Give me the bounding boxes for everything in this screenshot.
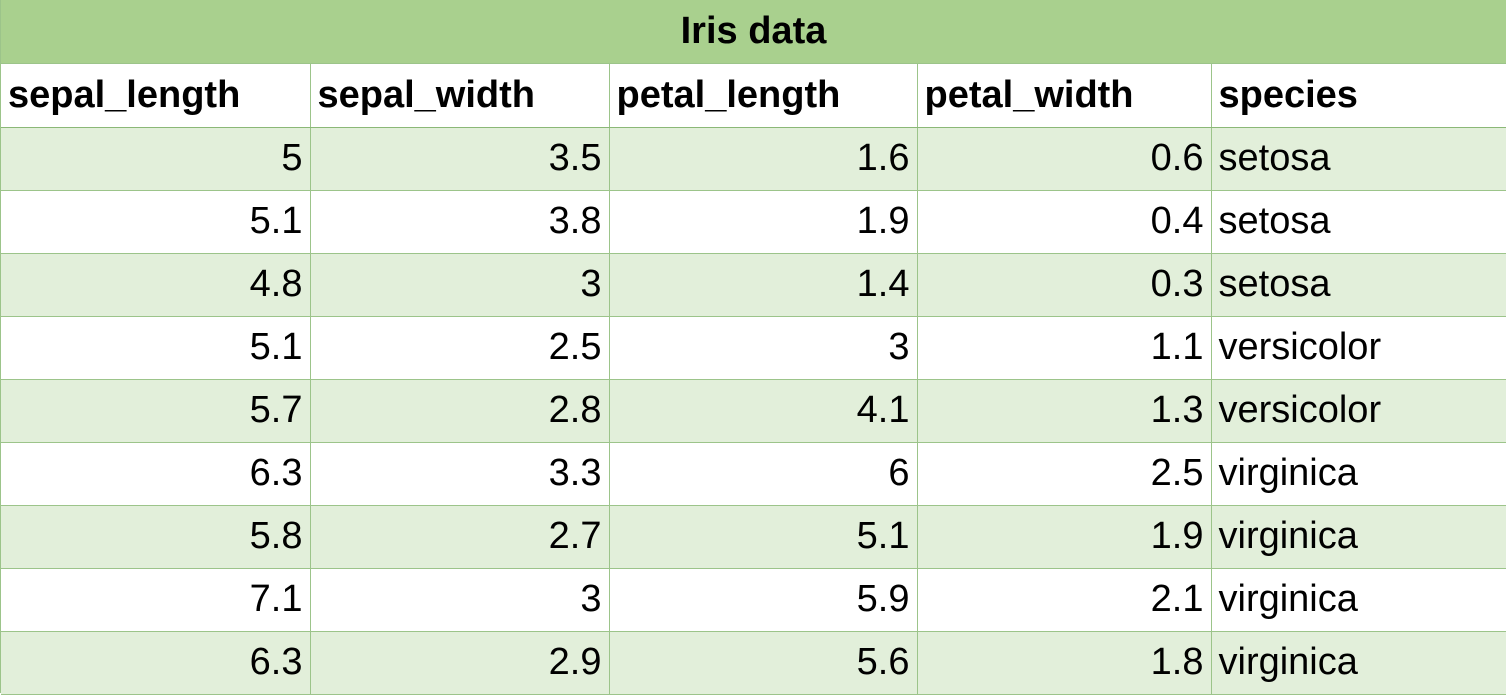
cell-species: virginica [1210,442,1506,506]
cell-sepal-length: 6.3 [1,631,310,695]
column-header-petal-length: petal_length [608,64,917,128]
cell-petal-width: 1.9 [916,505,1211,569]
cell-species: versicolor [1210,316,1506,380]
cell-species: virginica [1210,568,1506,632]
cell-petal-width: 1.3 [916,379,1211,443]
cell-petal-length: 5.6 [608,631,917,695]
cell-species: setosa [1210,253,1506,317]
data-grid: sepal_length sepal_width petal_length pe… [1,64,1506,695]
cell-petal-length: 4.1 [608,379,917,443]
cell-sepal-width: 3 [309,568,609,632]
cell-petal-width: 1.8 [916,631,1211,695]
cell-sepal-length: 5.1 [1,190,310,254]
cell-sepal-width: 2.5 [309,316,609,380]
cell-petal-width: 2.1 [916,568,1211,632]
cell-species: versicolor [1210,379,1506,443]
table-row: 5 3.5 1.6 0.6 setosa [1,127,1506,191]
cell-petal-width: 2.5 [916,442,1211,506]
table-body: 5 3.5 1.6 0.6 setosa 5.1 3.8 1.9 0.4 setosa 4.8 3 1.… [1,127,1506,695]
cell-sepal-length: 5.8 [1,505,310,569]
table-title: Iris data [1,0,1506,64]
cell-sepal-length: 5 [1,127,310,191]
cell-sepal-length: 6.3 [1,442,310,506]
header-row: sepal_length sepal_width petal_length pe… [1,64,1506,128]
table-row: 5.1 2.5 3 1.1 versicolor [1,316,1506,380]
cell-petal-width: 0.4 [916,190,1211,254]
cell-sepal-width: 2.9 [309,631,609,695]
column-header-sepal-length: sepal_length [1,64,310,128]
cell-petal-width: 1.1 [916,316,1211,380]
cell-sepal-width: 2.7 [309,505,609,569]
column-header-species: species [1210,64,1506,128]
cell-sepal-width: 3.5 [309,127,609,191]
table-row: 6.3 2.9 5.6 1.8 virginica [1,631,1506,695]
cell-sepal-width: 3.3 [309,442,609,506]
cell-sepal-width: 3 [309,253,609,317]
cell-sepal-width: 2.8 [309,379,609,443]
cell-sepal-length: 5.1 [1,316,310,380]
table-row: 5.1 3.8 1.9 0.4 setosa [1,190,1506,254]
column-header-petal-width: petal_width [916,64,1211,128]
table-row: 5.7 2.8 4.1 1.3 versicolor [1,379,1506,443]
table-row: 4.8 3 1.4 0.3 setosa [1,253,1506,317]
cell-sepal-length: 4.8 [1,253,310,317]
cell-petal-length: 1.4 [608,253,917,317]
cell-petal-length: 1.9 [608,190,917,254]
cell-sepal-length: 7.1 [1,568,310,632]
table-row: 7.1 3 5.9 2.1 virginica [1,568,1506,632]
column-header-sepal-width: sepal_width [309,64,609,128]
cell-petal-length: 1.6 [608,127,917,191]
cell-petal-length: 6 [608,442,917,506]
cell-petal-width: 0.3 [916,253,1211,317]
table-row: 5.8 2.7 5.1 1.9 virginica [1,505,1506,569]
cell-species: virginica [1210,505,1506,569]
cell-petal-length: 5.9 [608,568,917,632]
cell-sepal-length: 5.7 [1,379,310,443]
cell-species: setosa [1210,127,1506,191]
cell-species: setosa [1210,190,1506,254]
cell-petal-length: 5.1 [608,505,917,569]
cell-sepal-width: 3.8 [309,190,609,254]
table-row: 6.3 3.3 6 2.5 virginica [1,442,1506,506]
cell-petal-width: 0.6 [916,127,1211,191]
cell-petal-length: 3 [608,316,917,380]
cell-species: virginica [1210,631,1506,695]
